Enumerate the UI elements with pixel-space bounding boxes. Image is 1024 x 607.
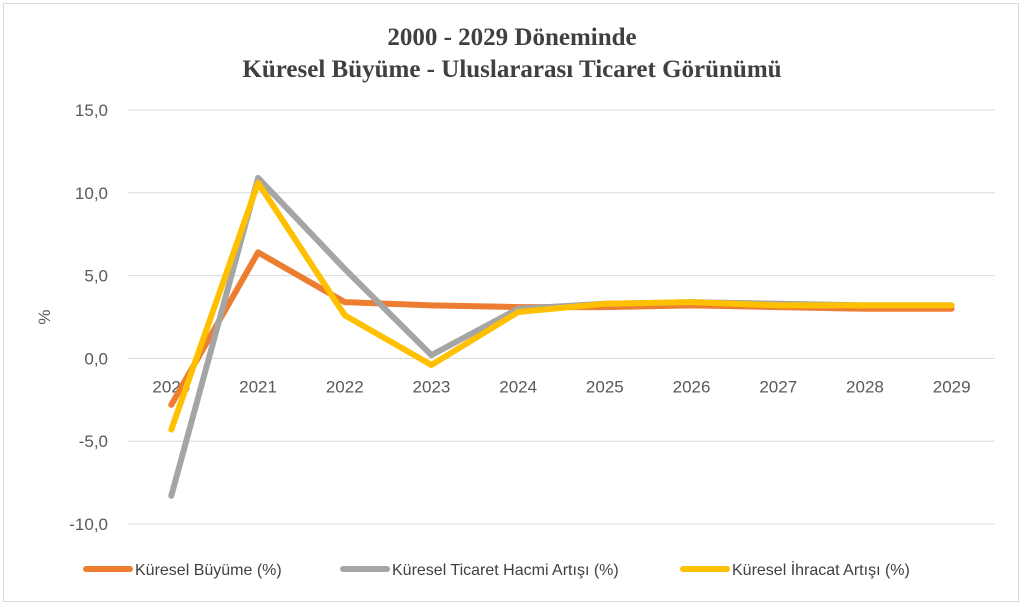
y-tick-label: 10,0	[75, 184, 108, 203]
legend: Küresel Büyüme (%) Küresel Ticaret Hacmi …	[83, 560, 910, 579]
x-tick-label: 2024	[499, 377, 537, 396]
chart-title-line-2: Küresel Büyüme - Uluslararası Ticaret Gö…	[242, 56, 782, 83]
legend-label-1: Küresel Büyüme (%)	[135, 562, 282, 579]
y-tick-label: -5,0	[79, 432, 108, 451]
y-axis-label: %	[35, 309, 54, 324]
y-tick-label: 0,0	[84, 349, 108, 368]
legend-label-2: Küresel Ticaret Hacmi Artışı (%)	[392, 562, 619, 579]
y-tick-label: -10,0	[69, 515, 108, 534]
x-tick-label: 2028	[846, 377, 884, 396]
series-line-3	[168, 179, 955, 433]
x-tick-label: 2029	[933, 377, 971, 396]
y-axis-ticks: 15,0 10,0 5,0 0,0 -5,0 -10,0	[69, 101, 108, 534]
y-tick-label: 5,0	[84, 267, 108, 286]
x-tick-label: 2027	[759, 377, 797, 396]
chart-title-line-1: 2000 - 2029 Döneminde	[387, 24, 637, 51]
x-tick-label: 2026	[673, 377, 711, 396]
series-lines	[168, 174, 955, 499]
y-tick-label: 15,0	[75, 101, 108, 120]
x-tick-label: 2023	[413, 377, 451, 396]
legend-label-3: Küresel İhracat Artışı (%)	[732, 560, 910, 579]
x-axis-ticks: 2020 2021 2022 2023 2024 2025 2026 2027 2028 2029	[152, 377, 970, 396]
x-tick-label: 2025	[586, 377, 624, 396]
x-tick-label: 2022	[326, 377, 364, 396]
x-tick-label: 2021	[239, 377, 277, 396]
gridlines	[128, 109, 995, 525]
